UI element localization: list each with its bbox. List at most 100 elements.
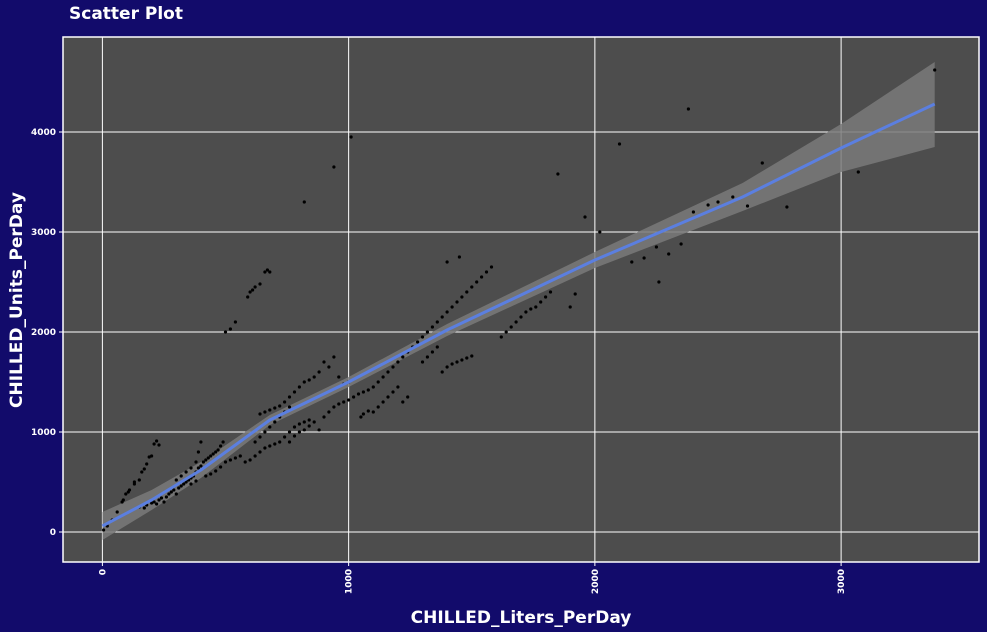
scatter-point [504, 330, 508, 334]
scatter-point [583, 215, 587, 219]
scatter-point [263, 446, 267, 450]
scatter-point [349, 135, 353, 139]
scatter-point [716, 200, 720, 204]
scatter-point [273, 406, 277, 410]
scatter-point [307, 378, 311, 382]
scatter-point [657, 280, 661, 284]
scatter-point [361, 390, 365, 394]
scatter-point [371, 385, 375, 389]
scatter-point [455, 360, 459, 364]
scatter-point [430, 325, 434, 329]
scatter-point [642, 256, 646, 260]
scatter-point [221, 440, 225, 444]
scatter-point [445, 310, 449, 314]
scatter-point [263, 270, 267, 274]
scatter-point [228, 458, 232, 462]
scatter-point [706, 203, 710, 207]
scatter-point [366, 409, 370, 413]
scatter-point [174, 478, 178, 482]
scatter-point [307, 424, 311, 428]
y-tick-label: 1000 [31, 428, 56, 438]
scatter-point [142, 506, 146, 510]
scatter-point [534, 305, 538, 309]
scatter-point [322, 415, 326, 419]
scatter-point [322, 360, 326, 364]
x-axis-label: CHILLED_Liters_PerDay [411, 608, 632, 628]
scatter-point [152, 500, 156, 504]
scatter-point [184, 470, 188, 474]
scatter-point [416, 340, 420, 344]
scatter-point [524, 310, 528, 314]
scatter-point [391, 390, 395, 394]
scatter-point [233, 320, 237, 324]
scatter-point [132, 480, 136, 484]
scatter-point [376, 405, 380, 409]
scatter-point [273, 442, 277, 446]
scatter-point [406, 395, 410, 399]
scatter-point [273, 420, 277, 424]
scatter-point [430, 350, 434, 354]
scatter-point [204, 458, 208, 462]
scatter-point [292, 390, 297, 394]
scatter-point [194, 479, 198, 483]
scatter-point [127, 488, 132, 492]
scatter-point [150, 501, 154, 505]
scatter-point [287, 440, 292, 444]
scatter-point [465, 356, 469, 360]
scatter-point [519, 315, 523, 319]
scatter-point [140, 470, 144, 474]
scatter-point [381, 375, 385, 379]
scatter-point [568, 305, 572, 309]
grid-lines [62, 36, 980, 563]
scatter-point [460, 295, 464, 299]
scatter-point [283, 435, 287, 439]
scatter-point [450, 305, 454, 309]
scatter-point [248, 458, 252, 462]
y-tick-label: 0 [50, 528, 56, 538]
scatter-point [686, 107, 691, 111]
scatter-point [238, 454, 242, 458]
scatter-point [475, 280, 479, 284]
scatter-point [292, 425, 297, 429]
scatter-point [529, 307, 533, 311]
scatter-point [342, 400, 346, 404]
scatter-point [332, 355, 336, 359]
scatter-point [268, 444, 272, 448]
scatter-point [484, 270, 489, 274]
y-tick-label: 3000 [31, 228, 56, 238]
scatter-point [366, 388, 370, 392]
scatter-point [745, 204, 750, 208]
scatter-point [435, 320, 439, 324]
scatter-point [573, 292, 577, 296]
scatter-point [102, 528, 106, 532]
scatter-point [268, 270, 272, 274]
x-tick-label: 1000 [345, 569, 355, 594]
scatter-point [302, 380, 306, 384]
scatter-point [401, 355, 405, 359]
scatter-point [169, 490, 173, 494]
scatter-point [179, 474, 183, 478]
scatter-point [332, 165, 336, 169]
scatter-point [155, 439, 159, 443]
scatter-point [440, 370, 444, 374]
scatter-point [189, 482, 193, 486]
scatter-point [760, 161, 764, 165]
scatter-point [297, 385, 301, 389]
scatter-point [425, 330, 429, 334]
scatter-point [253, 454, 257, 458]
scatter-point [292, 434, 297, 438]
scatter-point [204, 474, 208, 478]
scatter-point [445, 365, 449, 369]
scatter-point [258, 450, 262, 454]
scatter-point [312, 420, 316, 424]
scatter-point [206, 456, 210, 460]
trend-line-layer [101, 102, 936, 528]
scatter-point [470, 285, 474, 289]
y-tick-label: 2000 [31, 328, 56, 338]
scatter-point [396, 360, 400, 364]
scatter-point [258, 412, 262, 416]
scatter-point [253, 440, 257, 444]
scatter-point [121, 498, 125, 502]
